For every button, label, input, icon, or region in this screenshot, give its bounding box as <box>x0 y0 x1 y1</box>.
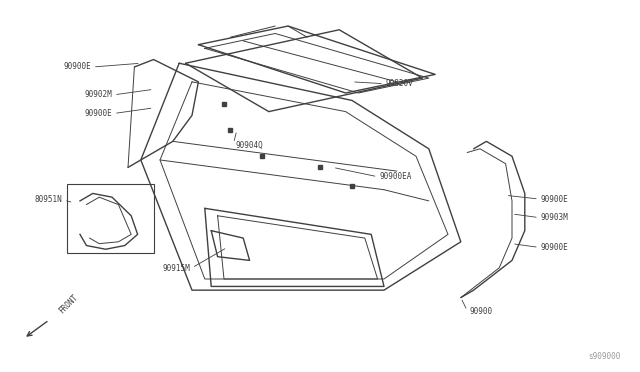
Text: 80951N: 80951N <box>35 195 63 203</box>
Text: 90900E: 90900E <box>541 243 568 252</box>
Text: 90900E: 90900E <box>63 62 91 71</box>
Text: FRONT: FRONT <box>58 292 80 315</box>
Text: s909000: s909000 <box>588 352 621 361</box>
Text: 90915M: 90915M <box>163 264 191 273</box>
Bar <box>67 184 154 253</box>
Text: 90903M: 90903M <box>541 213 568 222</box>
Text: 90900E: 90900E <box>541 195 568 203</box>
Text: 90900EA: 90900EA <box>380 172 412 181</box>
Text: 90900: 90900 <box>469 307 492 316</box>
Text: 90902M: 90902M <box>84 90 112 99</box>
Text: 90900E: 90900E <box>84 109 112 118</box>
Text: 90904Q: 90904Q <box>236 141 263 150</box>
Text: 90820V: 90820V <box>386 79 413 88</box>
